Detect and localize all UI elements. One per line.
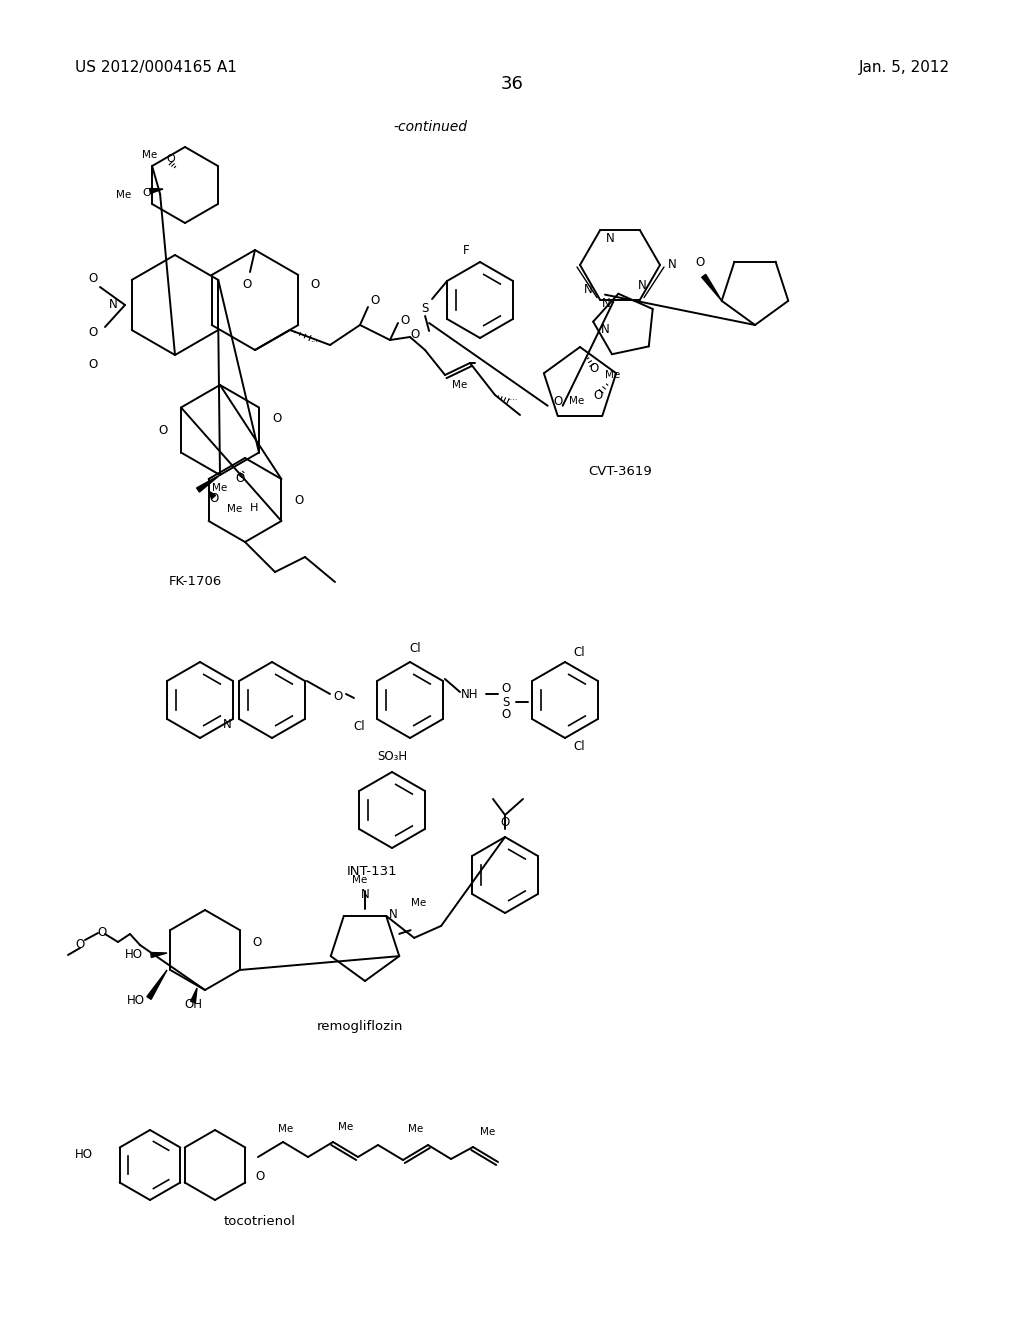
Text: tocotrienol: tocotrienol	[224, 1214, 296, 1228]
Text: Me: Me	[569, 396, 584, 407]
Text: N: N	[601, 323, 609, 337]
Text: OH: OH	[184, 998, 202, 1011]
Text: O: O	[371, 293, 380, 306]
Text: FK-1706: FK-1706	[168, 576, 221, 587]
Text: INT-131: INT-131	[347, 865, 397, 878]
Text: Me: Me	[352, 875, 368, 884]
Text: Me: Me	[116, 190, 131, 201]
Text: remogliflozin: remogliflozin	[316, 1020, 403, 1034]
Text: Me: Me	[412, 898, 427, 908]
Text: CVT-3619: CVT-3619	[588, 465, 652, 478]
Text: N: N	[668, 259, 677, 272]
Text: 36: 36	[501, 75, 523, 92]
Polygon shape	[151, 953, 167, 957]
Text: O: O	[97, 925, 106, 939]
Text: N: N	[389, 908, 397, 921]
Text: ....: ....	[507, 392, 517, 401]
Text: F: F	[463, 243, 469, 256]
Polygon shape	[701, 275, 722, 301]
Text: N: N	[109, 298, 118, 312]
Text: O: O	[88, 359, 97, 371]
Text: O: O	[142, 187, 152, 198]
Text: O: O	[502, 709, 511, 722]
Text: Me: Me	[453, 380, 468, 389]
Polygon shape	[197, 475, 220, 492]
Text: O: O	[209, 492, 218, 506]
Polygon shape	[209, 491, 215, 499]
Text: Me: Me	[605, 370, 621, 380]
Text: O: O	[255, 1171, 264, 1184]
Text: O: O	[310, 279, 319, 292]
Text: O: O	[590, 363, 599, 375]
Text: O: O	[167, 154, 175, 164]
Text: O: O	[243, 277, 252, 290]
Text: Me: Me	[480, 1127, 496, 1137]
Polygon shape	[150, 189, 163, 194]
Text: SO₃H: SO₃H	[377, 750, 408, 763]
Text: O: O	[400, 314, 410, 326]
Text: H: H	[250, 503, 258, 513]
Text: -continued: -continued	[393, 120, 467, 135]
Text: HO: HO	[125, 949, 143, 961]
Text: S: S	[422, 302, 429, 315]
Text: N: N	[222, 718, 231, 731]
Text: N: N	[638, 279, 646, 292]
Text: O: O	[159, 424, 168, 437]
Text: Me: Me	[141, 150, 157, 160]
Text: O: O	[334, 689, 343, 702]
Text: O: O	[294, 494, 304, 507]
Text: Me: Me	[226, 504, 242, 513]
Text: O: O	[502, 681, 511, 694]
Text: HO: HO	[127, 994, 145, 1006]
Text: N: N	[605, 232, 614, 244]
Text: O: O	[272, 412, 282, 425]
Text: O: O	[76, 939, 85, 952]
Text: O: O	[594, 389, 603, 401]
Text: Jan. 5, 2012: Jan. 5, 2012	[859, 59, 950, 75]
Polygon shape	[146, 970, 167, 999]
Text: O: O	[252, 936, 261, 949]
Text: ....: ....	[309, 335, 321, 345]
Text: O: O	[553, 395, 562, 408]
Text: O: O	[501, 817, 510, 829]
Text: O: O	[88, 272, 97, 285]
Text: O: O	[411, 329, 420, 342]
Text: Me: Me	[409, 1125, 424, 1134]
Text: Cl: Cl	[573, 739, 585, 752]
Text: Me: Me	[279, 1125, 294, 1134]
Text: N: N	[360, 888, 370, 902]
Text: Me: Me	[212, 483, 227, 492]
Text: HO: HO	[75, 1148, 93, 1162]
Text: Cl: Cl	[410, 642, 421, 655]
Text: S: S	[503, 696, 510, 709]
Text: Cl: Cl	[353, 721, 365, 734]
Text: O: O	[88, 326, 97, 339]
Text: O: O	[695, 256, 705, 269]
Text: NH: NH	[461, 688, 479, 701]
Text: US 2012/0004165 A1: US 2012/0004165 A1	[75, 59, 237, 75]
Text: N: N	[602, 297, 610, 310]
Text: N: N	[584, 284, 592, 296]
Polygon shape	[190, 987, 197, 1003]
Text: O: O	[236, 471, 245, 484]
Text: Me: Me	[338, 1122, 353, 1133]
Text: Cl: Cl	[573, 645, 585, 659]
